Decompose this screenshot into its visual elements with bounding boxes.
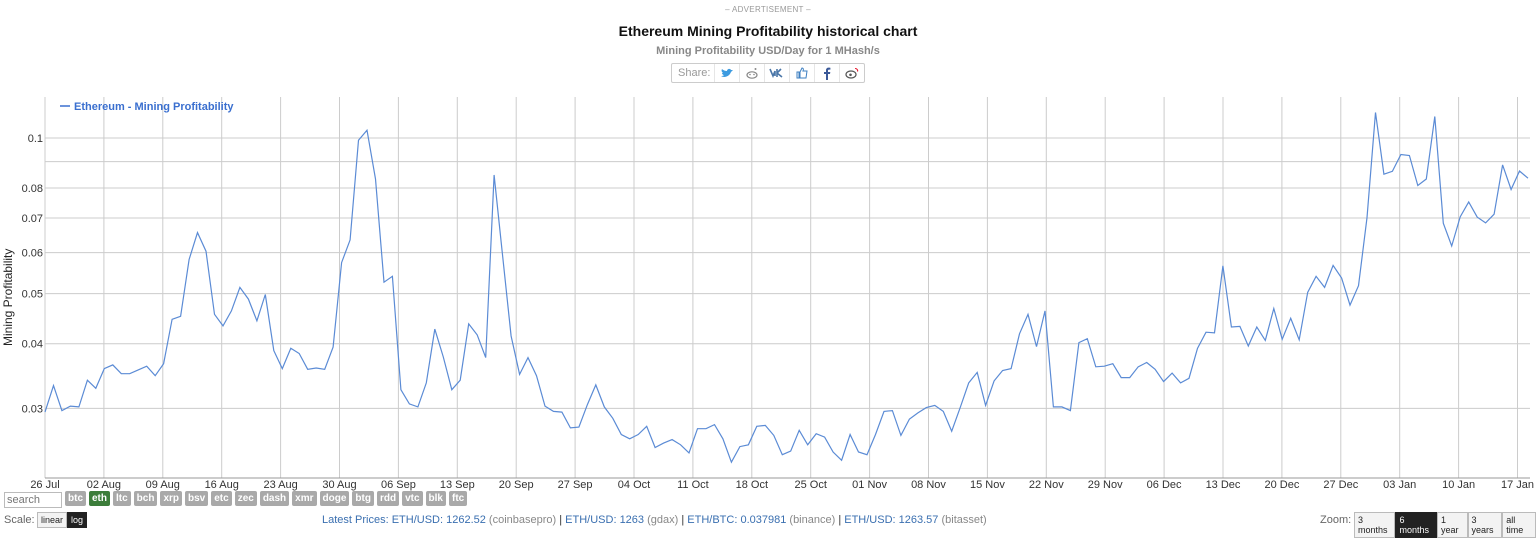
vk-icon[interactable] — [764, 64, 789, 82]
coin-button-xmr[interactable]: xmr — [292, 491, 317, 506]
weibo-icon[interactable] — [839, 64, 864, 82]
scale-selector: linear log — [37, 512, 88, 528]
x-tick-label: 11 Oct — [677, 479, 709, 491]
x-tick-label: 30 Aug — [322, 479, 356, 491]
x-tick-label: 10 Jan — [1442, 479, 1475, 491]
zoom-button-6-months[interactable]: 6 months — [1395, 512, 1437, 538]
price-separator: | — [678, 514, 688, 526]
coin-button-etc[interactable]: etc — [211, 491, 232, 506]
scale-button-log[interactable]: log — [67, 512, 88, 528]
y-tick-label: 0.07 — [22, 213, 43, 225]
x-tick-label: 04 Oct — [618, 479, 650, 491]
x-tick-label: 08 Nov — [911, 479, 946, 491]
coin-button-eth[interactable]: eth — [89, 491, 110, 506]
coin-button-btg[interactable]: btg — [352, 491, 374, 506]
price-link[interactable]: ETH/USD: 1263.57 — [844, 514, 939, 526]
price-link[interactable]: ETH/USD: 1263 — [565, 514, 645, 526]
price-link[interactable]: ETH/USD: 1262.52 — [391, 514, 486, 526]
x-tick-label: 29 Nov — [1088, 479, 1123, 491]
coin-button-ltc[interactable]: ltc — [113, 491, 131, 506]
x-tick-label: 25 Oct — [794, 479, 826, 491]
zoom-label: Zoom: — [1320, 514, 1352, 526]
coin-button-vtc[interactable]: vtc — [402, 491, 423, 506]
x-tick-label: 06 Sep — [381, 479, 416, 491]
latest-prices-prefix: Latest Prices: — [322, 514, 389, 526]
coin-button-doge[interactable]: doge — [319, 491, 350, 506]
x-tick-label: 22 Nov — [1029, 479, 1064, 491]
price-source: (gdax) — [647, 514, 679, 526]
zoom-button-all-time[interactable]: all time — [1502, 512, 1536, 538]
x-tick-label: 27 Dec — [1323, 479, 1358, 491]
x-tick-label: 02 Aug — [87, 479, 121, 491]
legend-label: Ethereum - Mining Profitability — [74, 101, 234, 113]
share-label: Share: — [678, 67, 711, 79]
price-separator: | — [556, 514, 566, 526]
x-tick-label: 26 Jul — [30, 479, 59, 491]
price-separator: | — [835, 514, 845, 526]
zoom-selector: 3 months 6 months 1 year 3 years all time — [1354, 512, 1536, 538]
coin-button-blk[interactable]: blk — [425, 491, 446, 506]
x-tick-label: 23 Aug — [263, 479, 297, 491]
coin-button-bch[interactable]: bch — [133, 491, 158, 506]
price-source: (binance) — [789, 514, 836, 526]
x-tick-label: 15 Nov — [970, 479, 1005, 491]
coin-button-btc[interactable]: btc — [65, 491, 86, 506]
zoom-button-1-year[interactable]: 1 year — [1436, 512, 1468, 538]
zoom-button-3-years[interactable]: 3 years — [1467, 512, 1503, 538]
y-axis-label: Mining Profitability — [1, 249, 15, 346]
x-tick-label: 18 Oct — [736, 479, 768, 491]
reddit-icon[interactable] — [739, 64, 764, 82]
like-icon[interactable] — [789, 64, 814, 82]
coin-selector: btc eth ltc bch xrp bsv etc zec dash xmr doge btg rd… — [65, 491, 468, 506]
y-tick-label: 0.06 — [22, 248, 43, 260]
series-line-ethereum — [44, 112, 1529, 464]
coin-button-ftc[interactable]: ftc — [448, 491, 468, 506]
x-tick-label: 01 Nov — [852, 479, 887, 491]
price-source: (coinbasepro) — [488, 514, 557, 526]
y-tick-label: 0.08 — [22, 183, 43, 195]
coin-button-zec[interactable]: zec — [234, 491, 257, 506]
coin-button-bsv[interactable]: bsv — [185, 491, 209, 506]
price-source: (bitasset) — [941, 514, 987, 526]
x-tick-label: 27 Sep — [558, 479, 593, 491]
advertisement-label: – ADVERTISEMENT – — [725, 5, 811, 14]
y-tick-label: 0.04 — [22, 339, 43, 351]
coin-button-dash[interactable]: dash — [259, 491, 290, 506]
zoom-button-3-months[interactable]: 3 months — [1354, 512, 1396, 538]
x-tick-label: 13 Sep — [440, 479, 475, 491]
y-tick-label: 0.05 — [22, 289, 43, 301]
chart-subtitle: Mining Profitability USD/Day for 1 MHash… — [656, 45, 880, 57]
x-tick-label: 20 Dec — [1264, 479, 1299, 491]
scale-label: Scale: — [4, 514, 35, 526]
y-tick-label: 0.03 — [22, 403, 43, 415]
facebook-icon[interactable] — [814, 64, 839, 82]
x-tick-label: 09 Aug — [146, 479, 180, 491]
x-tick-label: 06 Dec — [1147, 479, 1182, 491]
x-tick-label: 13 Dec — [1206, 479, 1241, 491]
twitter-icon[interactable] — [714, 64, 739, 82]
x-tick-label: 20 Sep — [499, 479, 534, 491]
latest-prices: Latest Prices: ETH/USD: 1262.52 (coinbas… — [322, 514, 987, 526]
coin-button-rdd[interactable]: rdd — [376, 491, 400, 506]
x-tick-label: 17 Jan — [1501, 479, 1534, 491]
y-tick-label: 0.1 — [28, 133, 43, 145]
search-input[interactable] — [4, 492, 62, 508]
price-link[interactable]: ETH/BTC: 0.037981 — [687, 514, 787, 526]
scale-button-linear[interactable]: linear — [37, 512, 68, 528]
share-bar: Share: — [671, 63, 866, 83]
chart-title: Ethereum Mining Profitability historical… — [618, 23, 918, 39]
coin-button-xrp[interactable]: xrp — [160, 491, 183, 506]
x-tick-label: 16 Aug — [205, 479, 239, 491]
x-tick-label: 03 Jan — [1383, 479, 1416, 491]
